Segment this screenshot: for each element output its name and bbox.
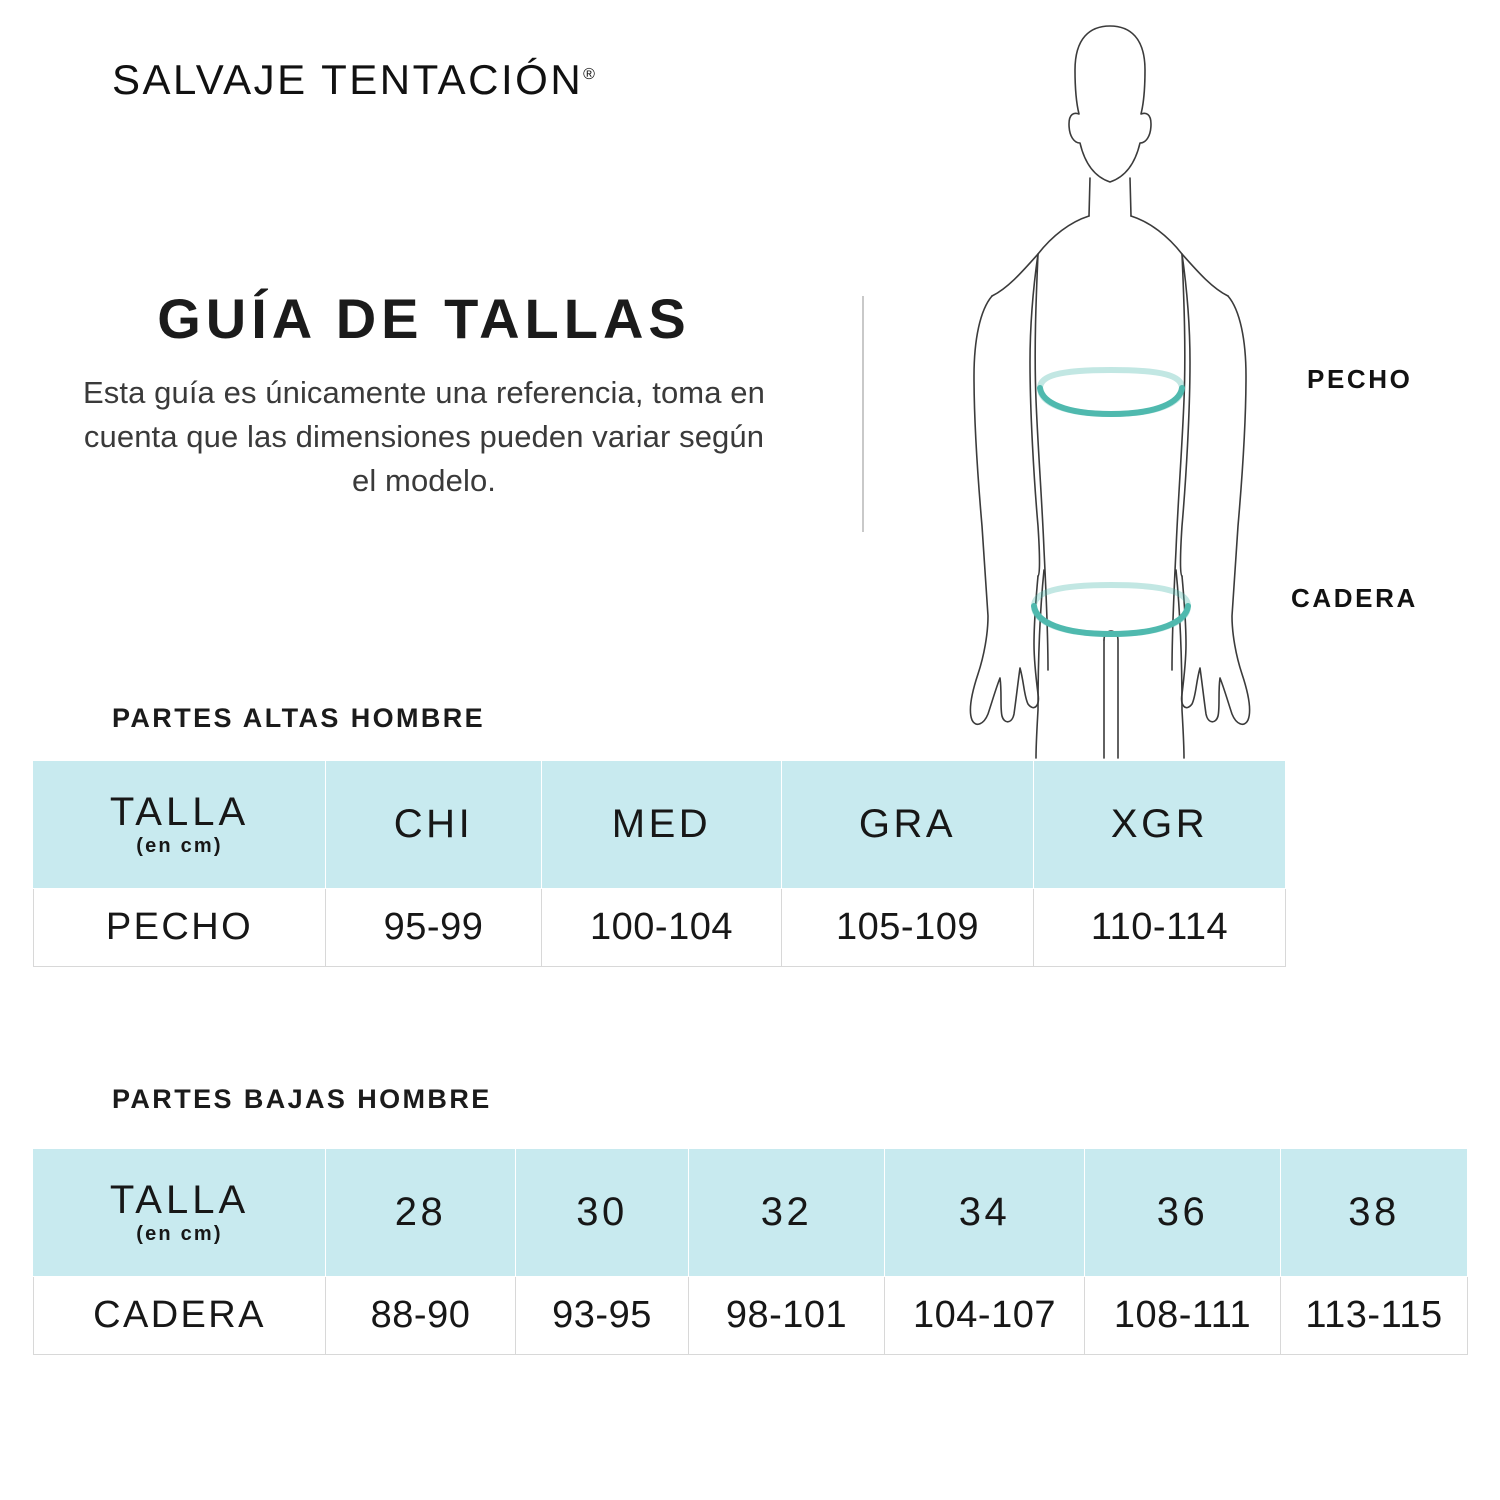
size-label: 36 (1156, 1190, 1209, 1234)
header-unit-label: (en cm) (136, 1223, 223, 1245)
measurement-value: 98-101 (725, 1294, 848, 1336)
value-cell: 110-114 (1033, 888, 1286, 967)
header-cell-size: 36 (1084, 1148, 1281, 1277)
intro-description: Esta guía es únicamente una referencia, … (83, 374, 765, 498)
page-title: GUÍA DE TALLAS (157, 287, 691, 350)
header-cell-size: 38 (1280, 1148, 1468, 1277)
measurement-value: 108-111 (1113, 1294, 1252, 1336)
measurement-value: 110-114 (1090, 906, 1229, 948)
size-label: 38 (1348, 1190, 1400, 1234)
measurement-value: 95-99 (383, 906, 484, 948)
measurement-value: 105-109 (836, 906, 979, 948)
size-table-upper: TALLA (en cm) CHI MED GRA XGR PECHO 95-9… (33, 760, 1286, 967)
brand-name: SALVAJE TENTACIÓN (112, 56, 584, 103)
size-label: 30 (576, 1190, 628, 1234)
header-cell-size: 32 (688, 1148, 885, 1277)
measurement-value: 100-104 (590, 906, 733, 948)
value-cell: 105-109 (781, 888, 1034, 967)
value-cell: 113-115 (1280, 1276, 1468, 1355)
section-caption-lower: PARTES BAJAS HOMBRE (112, 1084, 492, 1114)
size-label: 28 (394, 1190, 447, 1234)
header-cell-size: CHI (325, 760, 542, 889)
row-label-cell: CADERA (33, 1276, 326, 1355)
value-cell: 98-101 (688, 1276, 885, 1355)
value-cell: 104-107 (884, 1276, 1085, 1355)
size-label: 32 (760, 1190, 813, 1234)
table-row: PECHO 95-99 100-104 105-109 110-114 (33, 888, 1286, 967)
value-cell: 95-99 (325, 888, 542, 967)
header-cell-size: XGR (1033, 760, 1286, 889)
row-label-cell: PECHO (33, 888, 326, 967)
figure-label-chest: PECHO (1307, 364, 1413, 394)
vertical-divider (862, 296, 864, 532)
header-cell-size: 34 (884, 1148, 1085, 1277)
table-header-row: TALLA (en cm) CHI MED GRA XGR (33, 760, 1286, 889)
size-label: GRA (858, 802, 957, 846)
size-label: 34 (958, 1190, 1011, 1234)
measurement-value: 93-95 (552, 1294, 652, 1336)
header-talla-label: TALLA (109, 1178, 250, 1222)
header-cell-size: MED (541, 760, 782, 889)
size-label: XGR (1110, 802, 1209, 846)
value-cell: 100-104 (541, 888, 782, 967)
value-cell: 93-95 (515, 1276, 689, 1355)
figure-label-hip: CADERA (1291, 583, 1418, 613)
measurement-value: 113-115 (1305, 1294, 1443, 1336)
body-figure-illustration (930, 10, 1290, 770)
size-table-lower: TALLA (en cm) 28 30 32 34 36 38 CADERA 8… (33, 1148, 1468, 1355)
size-label: MED (611, 802, 712, 846)
header-unit-label: (en cm) (136, 835, 223, 857)
header-cell-talla: TALLA (en cm) (33, 1148, 326, 1277)
registered-trademark-icon: ® (583, 66, 595, 83)
intro-block: GUÍA DE TALLAS Esta guía es únicamente u… (74, 287, 774, 503)
table-header-row: TALLA (en cm) 28 30 32 34 36 38 (33, 1148, 1468, 1277)
size-label: CHI (393, 802, 474, 846)
section-caption-upper: PARTES ALTAS HOMBRE (112, 703, 486, 733)
measurement-name: PECHO (105, 906, 254, 948)
measurement-value: 88-90 (370, 1294, 471, 1336)
brand-logo: SALVAJE TENTACIÓN® (112, 56, 595, 104)
measurement-name: CADERA (93, 1294, 266, 1336)
header-cell-size: 28 (325, 1148, 516, 1277)
measurement-value: 104-107 (913, 1294, 1056, 1336)
header-cell-size: 30 (515, 1148, 689, 1277)
value-cell: 88-90 (325, 1276, 516, 1355)
header-talla-label: TALLA (109, 790, 250, 834)
header-cell-size: GRA (781, 760, 1034, 889)
value-cell: 108-111 (1084, 1276, 1281, 1355)
table-row: CADERA 88-90 93-95 98-101 104-107 108-11… (33, 1276, 1468, 1355)
header-cell-talla: TALLA (en cm) (33, 760, 326, 889)
